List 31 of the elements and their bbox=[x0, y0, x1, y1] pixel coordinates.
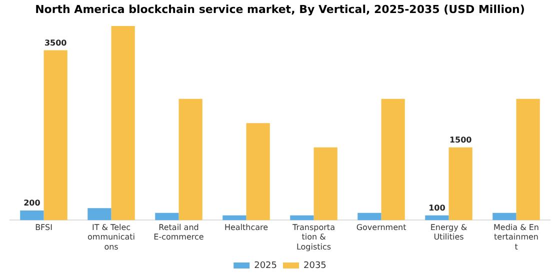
bar bbox=[246, 123, 270, 220]
x-tick-label: Energy & Utilities bbox=[430, 223, 468, 242]
bar bbox=[44, 50, 68, 220]
bar bbox=[314, 147, 338, 220]
data-label: 3500 bbox=[44, 38, 68, 48]
data-label: 1500 bbox=[449, 135, 472, 144]
bar bbox=[448, 147, 472, 220]
bar bbox=[425, 215, 449, 220]
x-tick-label: BFSI bbox=[35, 223, 52, 232]
bar bbox=[358, 212, 382, 220]
legend-label: 2035 bbox=[304, 260, 326, 271]
x-tick-label: Media & En tertainmen t bbox=[494, 223, 539, 252]
x-tick-label: Government bbox=[356, 223, 406, 232]
bar bbox=[178, 98, 202, 220]
data-label: 100 bbox=[428, 203, 446, 212]
bar bbox=[492, 212, 516, 220]
legend-label: 2025 bbox=[254, 260, 277, 271]
bar bbox=[290, 215, 314, 220]
bar bbox=[516, 98, 540, 220]
chart-title: North America blockchain service market, By Vertical, 2025-2035 (USD Million) bbox=[34, 2, 526, 18]
x-tick-label: Transporta tion & Logistics bbox=[292, 223, 336, 252]
bar bbox=[222, 215, 246, 220]
x-tick-label: Healthcare bbox=[224, 223, 268, 232]
bar bbox=[111, 26, 135, 220]
bar bbox=[20, 210, 44, 220]
x-tick-label: IT & Telec ommunicati ons bbox=[87, 223, 136, 252]
data-label: 200 bbox=[24, 198, 41, 208]
bar bbox=[155, 212, 179, 220]
bar bbox=[381, 98, 405, 220]
bar bbox=[88, 208, 112, 220]
x-tick-label: Retail and E-commerce bbox=[154, 223, 204, 242]
